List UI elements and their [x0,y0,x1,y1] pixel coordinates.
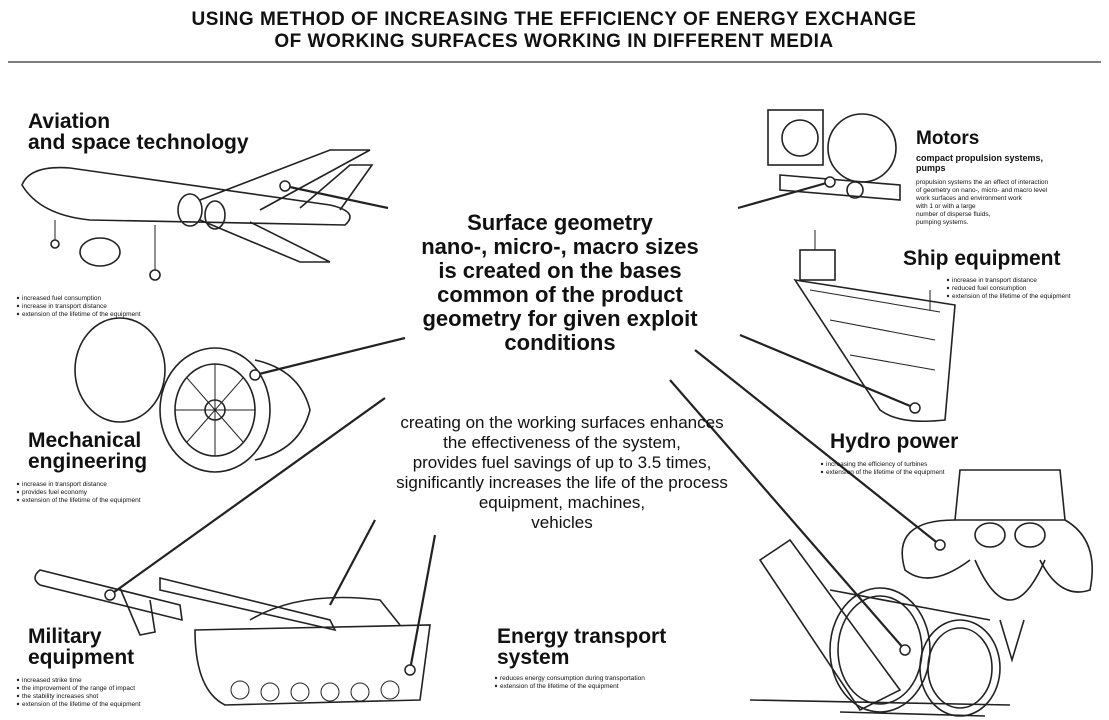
bullet-dot [17,703,19,705]
section-title: Mechanical [28,429,141,452]
section-title: Ship equipment [903,247,1061,270]
poster: USING METHOD OF INCREASING THE EFFICIENC… [0,0,1109,720]
statement-line: provides fuel savings of up to 3.5 times… [413,453,712,472]
bullet-dot [17,695,19,697]
bullet-dot [17,483,19,485]
section-title: Motors [916,128,979,149]
bullet-text: provides fuel economy [22,489,88,496]
section-description: with 1 or with a large [915,203,976,210]
bullet-text: extension of the lifetime of the equipme… [500,683,619,690]
bullet-text: increase in transport distance [22,303,107,310]
bullet-dot [821,463,823,465]
section-title: engineering [28,450,147,473]
section-subtitle: compact propulsion systems, [916,153,1043,163]
section-title: Aviation [28,110,110,133]
hydro-illustration [902,470,1092,660]
bullet-dot [947,287,949,289]
bullet-text: increase in transport distance [952,277,1037,284]
bullet-dot [17,491,19,493]
headline-line: nano-, micro-, macro sizes [421,234,699,259]
statement-line: significantly increases the life of the … [396,473,728,492]
bullet-text: reduced fuel consumption [952,285,1027,292]
statement-line: creating on the working surfaces enhance… [400,413,723,432]
motor-illustration [768,110,900,200]
section-title: Hydro power [830,430,958,453]
bullet-dot [821,471,823,473]
headline-line: geometry for given exploit [422,306,698,331]
bullet-text: the improvement of the range of impact [22,685,135,692]
bullet-dot [947,279,949,281]
pipes-illustration [750,540,1010,716]
section-description: of geometry on nano-, micro- and macro l… [916,187,1048,194]
section-title: and space technology [28,131,249,154]
title-line: USING METHOD OF INCREASING THE EFFICIENC… [192,9,917,30]
bullet-text: increased fuel consumption [22,295,102,302]
page: {"header": {"title_lines": ["USING METHO… [0,0,1109,720]
bullet-dot [17,297,19,299]
section-description: pumping systems. [916,219,969,226]
section-description: propulsion systems the an effect of inte… [916,179,1049,186]
bullet-dot [17,305,19,307]
section-description: number of disperse fluids, [916,211,991,218]
section-title: Military [28,625,102,648]
statement-line: equipment, machines, [479,493,645,512]
title-line: OF WORKING SURFACES WORKING IN DIFFERENT… [274,31,833,52]
bullet-text: extension of the lifetime of the equipme… [22,311,141,318]
section-title: system [497,646,569,669]
bullet-text: the stability increases shot [22,693,98,700]
headline-line: common of the product [437,282,683,307]
headline-line: Surface geometry [467,210,654,235]
bullet-dot [947,295,949,297]
statement-line: the effectiveness of the system, [443,433,681,452]
bullet-text: extension of the lifetime of the equipme… [22,497,141,504]
bullet-text: extension of the lifetime of the equipme… [22,701,141,708]
headline-line: conditions [504,330,615,355]
headline-line: is created on the bases [438,258,681,283]
bullet-dot [17,687,19,689]
section-title: equipment [28,646,134,669]
section-subtitle: pumps [916,163,946,173]
bullet-text: reduces energy consumption during transp… [500,675,645,682]
statement-line: vehicles [531,513,592,532]
bullet-text: extension of the lifetime of the equipme… [952,293,1071,300]
section-title: Energy transport [497,625,666,648]
bullet-dot [17,313,19,315]
bullet-text: increase in transport distance [22,481,107,488]
section-description: work surfaces and environment work [915,195,1023,202]
bullet-dot [17,499,19,501]
bullet-text: increased strike time [22,677,82,684]
bullet-text: increasing the efficiency of turbines [826,461,928,468]
bullet-text: extension of the lifetime of the equipme… [826,469,945,476]
bullet-dot [495,685,497,687]
bullet-dot [17,679,19,681]
bullet-dot [495,677,497,679]
airplane-illustration [22,150,372,280]
